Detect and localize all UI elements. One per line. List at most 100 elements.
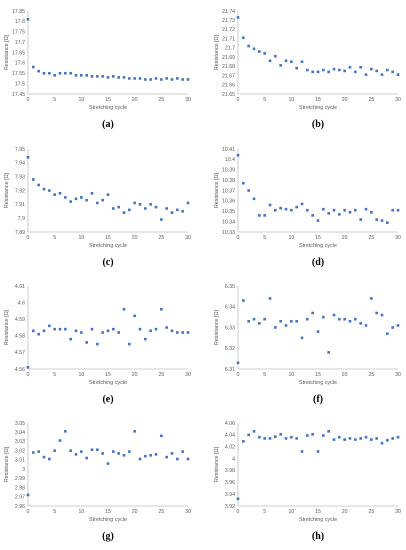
- y-tick-label: 4.58: [15, 334, 25, 340]
- data-point: [181, 450, 184, 453]
- data-point: [186, 457, 190, 461]
- data-point: [364, 73, 368, 76]
- chart-panel-3: 7.89 7.9 7.91 7.92 7.93 7.94 7.95 0 5 10 15 20 25 30 S…: [4, 147, 191, 268]
- data-point: [154, 453, 158, 456]
- y-axis-label: Resistance [Ω]: [4, 34, 10, 70]
- y-tick-label: 21.65: [222, 92, 235, 98]
- data-point: [396, 324, 400, 327]
- data-point: [338, 435, 341, 439]
- data-point: [117, 452, 120, 455]
- y-tick-label: 17.8: [15, 19, 25, 25]
- data-point: [160, 218, 163, 221]
- data-point: [170, 211, 174, 214]
- data-point: [258, 322, 261, 325]
- data-point: [359, 218, 362, 221]
- data-point: [96, 448, 99, 452]
- data-point: [279, 64, 282, 67]
- data-point: [370, 297, 373, 300]
- y-tick-label: 4.57: [15, 350, 25, 356]
- data-point: [117, 205, 120, 209]
- data-point: [338, 68, 341, 72]
- x-tick-label: 10: [288, 235, 294, 241]
- data-point: [90, 448, 94, 452]
- data-point: [128, 208, 131, 212]
- x-tick-label: 5: [263, 509, 266, 515]
- data-point: [26, 366, 30, 369]
- data-point: [332, 208, 336, 212]
- x-tick-label: 0: [237, 235, 240, 241]
- data-point: [348, 65, 352, 69]
- data-point: [133, 77, 136, 80]
- data-point: [80, 450, 83, 453]
- data-point: [96, 342, 99, 346]
- data-point: [380, 441, 384, 445]
- data-point: [290, 319, 293, 323]
- data-point: [101, 198, 104, 202]
- x-tick-label: 20: [342, 97, 348, 103]
- data-point: [343, 438, 346, 441]
- data-point: [370, 67, 373, 71]
- data-point: [186, 201, 190, 205]
- data-point: [306, 434, 309, 437]
- data-point: [268, 297, 272, 300]
- data-point: [96, 75, 99, 78]
- data-point: [85, 341, 88, 344]
- data-point: [391, 437, 394, 440]
- data-point: [396, 435, 400, 439]
- y-tick-label: 21.73: [222, 18, 235, 24]
- data-point: [128, 342, 131, 346]
- chart-panel-2: 21.65 21.66 21.67 21.68 21.69 21.7 21.71 21.72 2…: [214, 9, 401, 130]
- y-tick-label: 17.85: [12, 9, 25, 15]
- data-point: [133, 430, 136, 433]
- data-point: [117, 331, 120, 334]
- data-point: [112, 327, 115, 331]
- data-point: [284, 207, 288, 211]
- data-point: [386, 332, 389, 336]
- data-point: [343, 208, 346, 212]
- panel-label: (b): [312, 119, 324, 130]
- x-tick-label: 30: [395, 235, 401, 241]
- data-point: [396, 73, 400, 76]
- data-point: [154, 77, 158, 80]
- data-point: [274, 54, 277, 58]
- data-point: [295, 205, 298, 209]
- data-point: [327, 351, 330, 354]
- data-point: [144, 337, 147, 341]
- y-tick-label: 6.31: [225, 367, 235, 373]
- x-axis-label: Stretching cycle: [89, 105, 127, 111]
- data-point: [274, 208, 277, 212]
- x-tick-label: 15: [105, 235, 111, 241]
- data-point: [375, 437, 378, 440]
- y-tick-label: 7.89: [15, 230, 25, 236]
- data-point: [160, 78, 163, 81]
- x-tick-label: 10: [288, 372, 294, 378]
- data-point: [58, 191, 62, 195]
- data-point: [290, 60, 293, 64]
- data-point: [176, 77, 179, 80]
- y-tick-label: 7.91: [15, 202, 25, 208]
- data-point: [58, 327, 62, 331]
- data-point: [247, 189, 250, 192]
- y-tick-label: 6.35: [225, 284, 235, 290]
- data-point: [316, 70, 320, 74]
- y-tick-label: 3: [22, 467, 25, 473]
- data-point: [149, 203, 152, 206]
- data-point: [311, 70, 314, 74]
- x-tick-label: 20: [132, 97, 138, 103]
- x-tick-label: 15: [315, 97, 321, 103]
- data-point: [85, 198, 88, 202]
- data-point: [316, 450, 320, 453]
- data-point: [300, 202, 304, 206]
- data-point: [386, 221, 389, 224]
- data-point: [53, 449, 56, 452]
- data-point: [48, 324, 51, 328]
- y-axis-label: Resistance [Ω]: [214, 34, 220, 70]
- data-point: [64, 196, 67, 199]
- data-point: [290, 208, 293, 212]
- x-tick-label: 5: [53, 372, 56, 378]
- y-tick-label: 10.38: [222, 178, 235, 184]
- data-point: [32, 65, 35, 69]
- x-tick-label: 0: [27, 372, 30, 378]
- data-point: [364, 435, 368, 439]
